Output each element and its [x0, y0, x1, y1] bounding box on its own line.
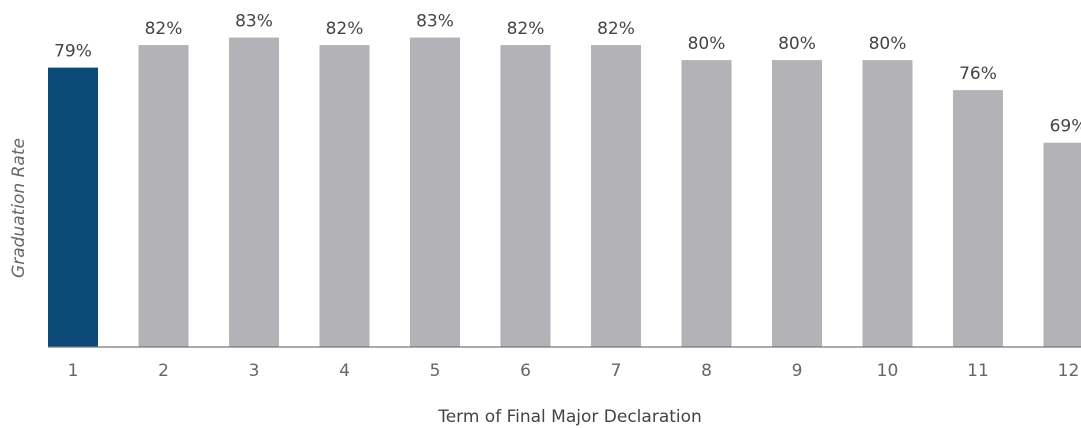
x-tick-label: 4 [339, 361, 350, 381]
x-tick-label: 12 [1058, 361, 1080, 381]
x-axis-title: Term of Final Major Declaration [437, 407, 702, 427]
data-label: 80% [778, 34, 816, 54]
data-label: 69% [1050, 117, 1081, 137]
bar [1043, 142, 1081, 347]
data-label: 83% [235, 12, 273, 32]
bar [591, 45, 641, 347]
x-tick-label: 2 [158, 361, 169, 381]
x-tick-label: 8 [701, 361, 712, 381]
x-tick-label: 5 [430, 361, 441, 381]
bar [138, 45, 189, 347]
data-label: 83% [416, 12, 454, 32]
bar [410, 37, 460, 348]
data-label: 76% [959, 64, 997, 84]
bar [953, 90, 1003, 347]
bar [319, 45, 370, 347]
x-tick-label: 10 [877, 361, 899, 381]
bar [229, 37, 279, 348]
bar [681, 60, 732, 347]
data-label: 79% [54, 42, 92, 62]
x-tick-label: 9 [792, 361, 803, 381]
data-label: 82% [597, 19, 635, 39]
x-tick-label: 11 [967, 361, 989, 381]
x-tick-label: 6 [520, 361, 531, 381]
data-label: 82% [507, 19, 545, 39]
data-label: 80% [688, 34, 726, 54]
bar [862, 60, 913, 347]
y-axis-title: Graduation Rate [9, 138, 29, 278]
bar [500, 45, 551, 347]
data-label: 80% [869, 34, 907, 54]
data-label: 82% [145, 19, 183, 39]
bar [772, 60, 822, 347]
x-tick-label: 7 [611, 361, 622, 381]
bar [48, 67, 98, 347]
x-tick-label: 1 [68, 361, 79, 381]
x-tick-label: 3 [249, 361, 260, 381]
data-label: 82% [326, 19, 364, 39]
